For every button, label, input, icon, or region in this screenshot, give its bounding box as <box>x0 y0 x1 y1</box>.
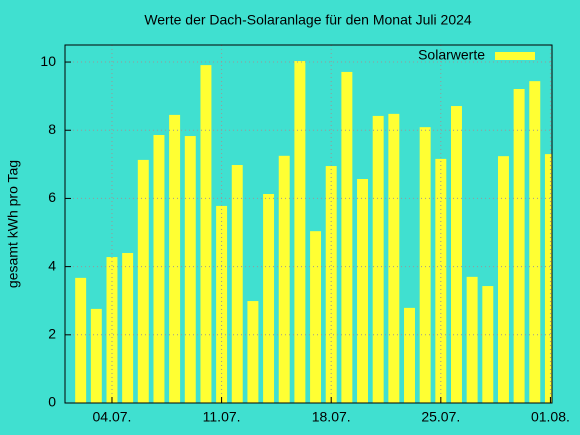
bar <box>231 165 243 403</box>
bar <box>169 114 181 403</box>
bar <box>137 159 149 403</box>
legend-label: Solarwerte <box>418 47 485 63</box>
bar <box>404 307 415 403</box>
bar <box>435 158 447 403</box>
bar <box>106 257 118 403</box>
y-tick-label: 0 <box>48 394 56 410</box>
chart-title: Werte der Dach-Solaranlage für den Monat… <box>144 12 472 28</box>
bar <box>153 135 165 403</box>
x-tick-label: 25.07. <box>421 409 460 425</box>
y-tick-label: 2 <box>48 326 56 342</box>
x-tick-label: 11.07. <box>203 409 241 425</box>
bar <box>122 252 134 403</box>
bar <box>388 113 400 403</box>
bar <box>263 193 275 403</box>
bar <box>466 276 478 403</box>
bar <box>497 156 509 403</box>
bar <box>278 155 290 403</box>
bar <box>372 115 384 403</box>
bar <box>184 136 196 403</box>
bar <box>247 301 259 403</box>
bar <box>529 81 541 403</box>
bar <box>294 61 306 403</box>
y-tick-label: 6 <box>48 189 56 205</box>
bar <box>419 127 431 403</box>
y-tick-label: 8 <box>48 121 56 137</box>
x-tick-label: 18.07. <box>312 409 351 425</box>
y-tick-label: 10 <box>40 53 56 69</box>
bar <box>75 277 87 403</box>
bar <box>216 205 228 403</box>
bar <box>325 166 337 403</box>
bar <box>200 65 212 403</box>
plot-border <box>64 44 553 404</box>
y-axis-label: gesamt kWh pro Tag <box>5 160 21 288</box>
bar <box>357 178 369 403</box>
bar <box>544 154 552 403</box>
bar <box>450 106 462 403</box>
legend-swatch <box>495 52 535 60</box>
bar <box>341 71 353 403</box>
y-tick-label: 4 <box>48 257 56 273</box>
bar <box>310 231 322 403</box>
bar <box>482 286 494 403</box>
x-tick-label: 04.07. <box>93 409 132 425</box>
x-tick-label: 01.08. <box>531 409 570 425</box>
bar <box>90 308 102 403</box>
bar <box>513 88 525 403</box>
